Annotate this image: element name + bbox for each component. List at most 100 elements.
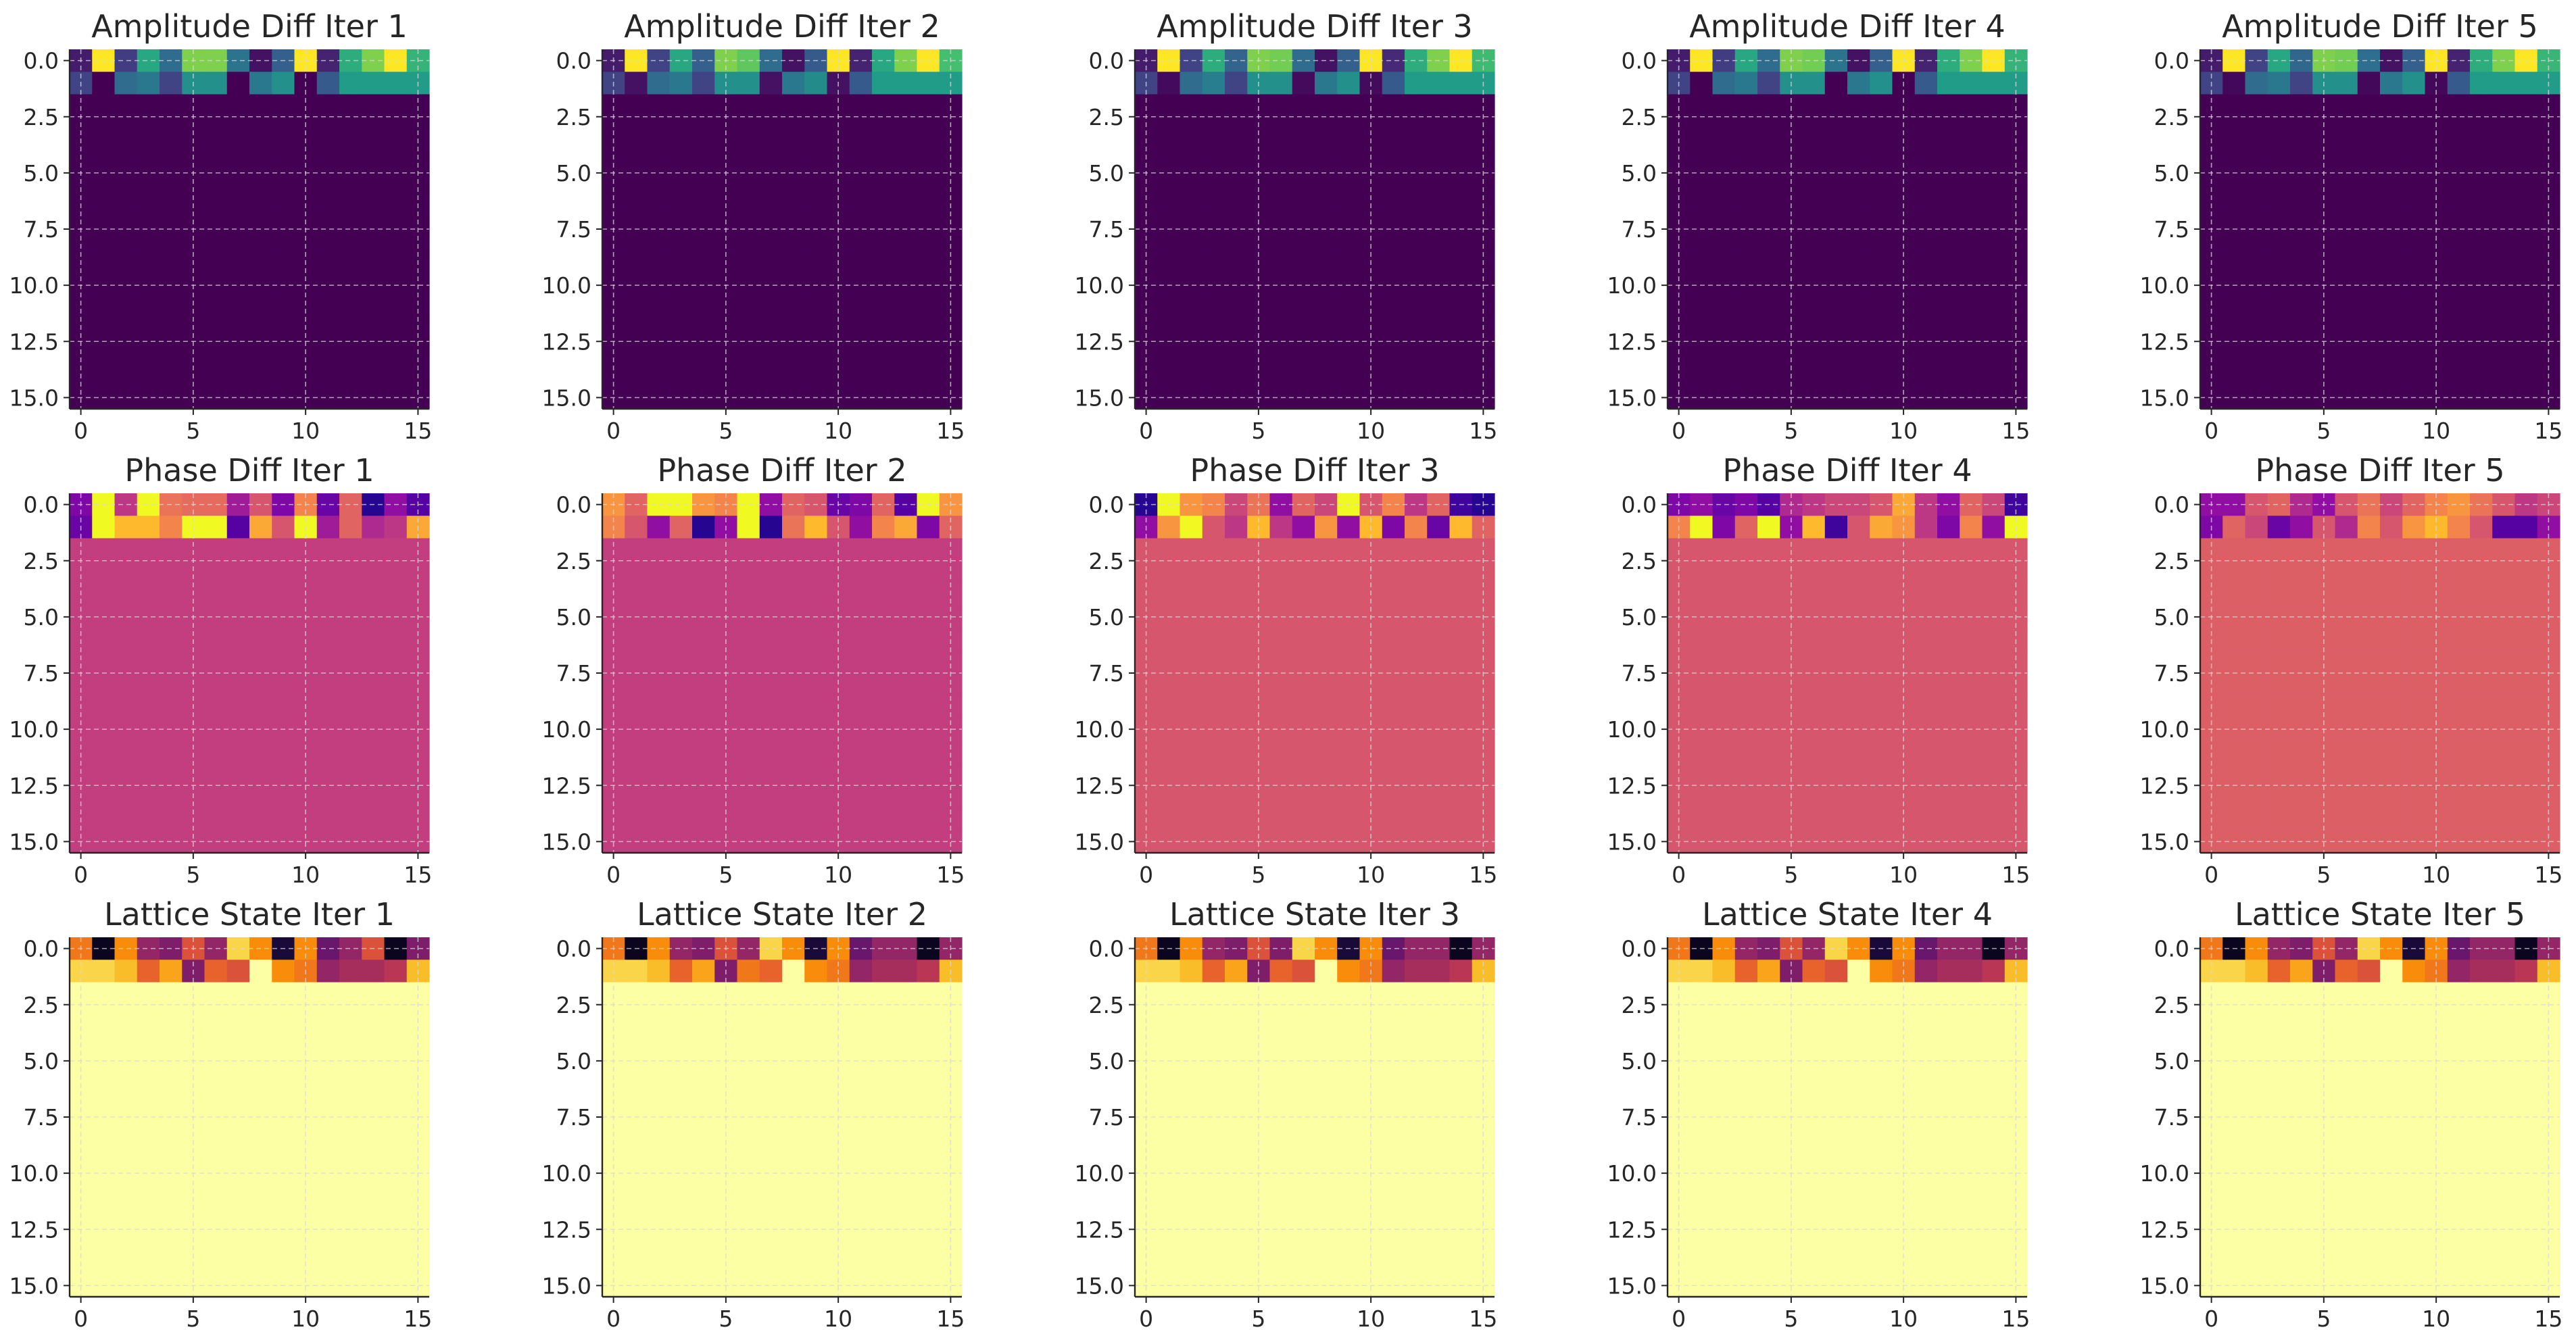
heatmap-cell (226, 341, 250, 365)
heatmap-cell (1359, 650, 1383, 674)
heatmap-cell (2335, 341, 2358, 365)
heatmap-cell (294, 763, 318, 786)
heatmap-cell (384, 364, 408, 387)
heatmap-cell (2357, 1184, 2381, 1208)
heatmap-cell (2514, 1094, 2538, 1118)
heatmap-cell (384, 763, 408, 786)
heatmap-cell (114, 139, 138, 162)
heatmap-cell (872, 94, 895, 118)
heatmap-cell (625, 673, 648, 696)
heatmap-cell (804, 94, 828, 118)
heatmap-cell (249, 1184, 272, 1208)
heatmap-cell (1870, 1252, 1893, 1275)
heatmap-cell (339, 516, 362, 539)
heatmap-cell (1180, 560, 1203, 584)
y-tick-label: 7.5 (1622, 660, 1657, 687)
heatmap-cell (782, 1252, 805, 1275)
heatmap-cell (1382, 1049, 1405, 1073)
heatmap-cell (1847, 650, 1870, 674)
heatmap-cell (226, 650, 250, 674)
heatmap-cell (137, 139, 160, 162)
heatmap-cell (872, 319, 895, 342)
heatmap-cell (1847, 206, 1870, 230)
heatmap-cell (2492, 1184, 2516, 1208)
heatmap-cell (362, 1004, 385, 1028)
heatmap-cell (894, 763, 918, 786)
heatmap-cell (182, 116, 205, 140)
heatmap-cell (1937, 364, 1960, 387)
heatmap-cell (1315, 785, 1338, 809)
heatmap-cell (2267, 1049, 2291, 1073)
heatmap-cell (625, 763, 648, 786)
heatmap-cell (2492, 1229, 2516, 1253)
heatmap-cell (2312, 116, 2336, 140)
heatmap-cell (226, 516, 250, 539)
heatmap-cell (1359, 982, 1383, 1006)
heatmap-cell (1824, 251, 1848, 275)
heatmap-cell (2425, 94, 2448, 118)
heatmap-cell (2245, 1072, 2268, 1095)
heatmap-cell (2470, 538, 2493, 562)
heatmap-cell (2492, 1207, 2516, 1230)
heatmap-cell (2335, 982, 2358, 1006)
heatmap-cell (114, 763, 138, 786)
heatmap-cell (804, 982, 828, 1006)
y-tick-label: 0.0 (1622, 492, 1657, 518)
heatmap-cell (759, 206, 783, 230)
heatmap-cell (1757, 1004, 1780, 1028)
heatmap-cell (1668, 1184, 1691, 1208)
heatmap-cell (339, 296, 362, 320)
heatmap-cell (2514, 785, 2538, 809)
heatmap-cell (759, 937, 783, 960)
x-tick-label: 15 (404, 862, 432, 888)
heatmap-cell (92, 251, 116, 275)
heatmap-cell (2402, 628, 2426, 651)
heatmap-cell (1982, 116, 2006, 140)
heatmap-cell (1914, 583, 1938, 606)
heatmap-cell (692, 538, 715, 562)
heatmap-cell (1937, 386, 1960, 410)
heatmap-cell (2492, 72, 2516, 95)
heatmap-cell (1315, 538, 1338, 562)
heatmap-cell (2290, 516, 2313, 539)
heatmap-cell (759, 1027, 783, 1050)
x-tick-label: 5 (1251, 1306, 1265, 1332)
heatmap-cell (2267, 1207, 2291, 1230)
heatmap-cell (1382, 139, 1405, 162)
heatmap-cell (137, 960, 160, 983)
heatmap-cell (339, 740, 362, 764)
heatmap-cell (849, 1229, 873, 1253)
heatmap-cell (1269, 560, 1293, 584)
heatmap-cell (137, 1274, 160, 1297)
heatmap-cell (1449, 319, 1473, 342)
heatmap-cell (827, 1207, 850, 1230)
heatmap-cell (894, 229, 918, 252)
heatmap-cell (249, 650, 272, 674)
heatmap-cell (2492, 1072, 2516, 1095)
heatmap-cell (316, 937, 340, 960)
heatmap-cell (1757, 560, 1780, 584)
heatmap-cell (917, 1139, 940, 1163)
heatmap-cell (2245, 1184, 2268, 1208)
heatmap-cell (1269, 341, 1293, 365)
heatmap-cell (362, 982, 385, 1006)
heatmap-cell (692, 341, 715, 365)
heatmap-cell (1982, 1229, 2006, 1253)
heatmap-cell (1247, 116, 1271, 140)
heatmap-cell (714, 1207, 738, 1230)
heatmap-cell (70, 740, 93, 764)
y-tick-label: 7.5 (2154, 1104, 2189, 1131)
panel-title: Lattice State Iter 4 (1702, 896, 1993, 933)
heatmap-cell (1824, 1207, 1848, 1230)
heatmap-cell (1982, 808, 2006, 831)
heatmap-cell (1734, 1004, 1758, 1028)
heatmap-cell (917, 1229, 940, 1253)
heatmap-cell (160, 538, 183, 562)
y-tick-label: 0.0 (2154, 48, 2189, 74)
heatmap-cell (2447, 1004, 2471, 1028)
heatmap-cell (1757, 740, 1780, 764)
heatmap-cell (2245, 982, 2268, 1006)
heatmap-cell (1405, 718, 1428, 741)
y-tick-label: 15.0 (542, 828, 591, 855)
